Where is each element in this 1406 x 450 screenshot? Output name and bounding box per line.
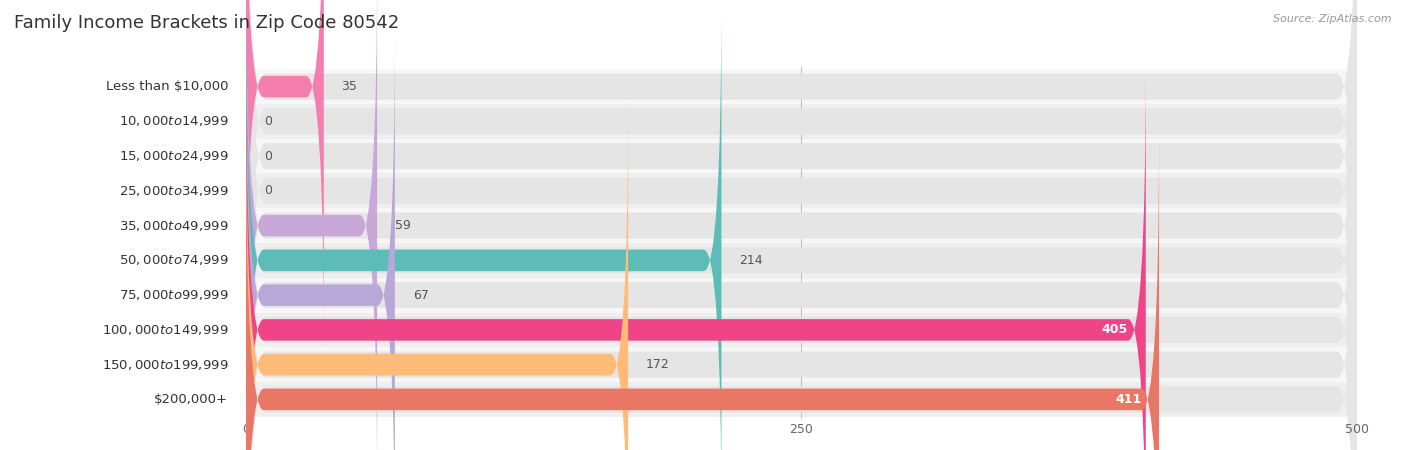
FancyBboxPatch shape	[246, 0, 1357, 450]
Text: Source: ZipAtlas.com: Source: ZipAtlas.com	[1274, 14, 1392, 23]
Bar	[246, 312, 1357, 347]
Text: Family Income Brackets in Zip Code 80542: Family Income Brackets in Zip Code 80542	[14, 14, 399, 32]
Text: 67: 67	[413, 288, 429, 302]
Text: $75,000 to $99,999: $75,000 to $99,999	[118, 288, 228, 302]
Text: $25,000 to $34,999: $25,000 to $34,999	[118, 184, 228, 198]
Bar	[246, 104, 1357, 139]
FancyBboxPatch shape	[246, 0, 1357, 450]
FancyBboxPatch shape	[246, 0, 377, 450]
FancyBboxPatch shape	[246, 97, 628, 450]
Text: $50,000 to $74,999: $50,000 to $74,999	[118, 253, 228, 267]
FancyBboxPatch shape	[246, 65, 1357, 450]
Text: $200,000+: $200,000+	[155, 393, 228, 406]
FancyBboxPatch shape	[246, 0, 721, 450]
Text: $150,000 to $199,999: $150,000 to $199,999	[101, 358, 228, 372]
Bar	[246, 347, 1357, 382]
Bar	[246, 69, 1357, 104]
Text: $15,000 to $24,999: $15,000 to $24,999	[118, 149, 228, 163]
Text: 214: 214	[740, 254, 763, 267]
Bar	[246, 139, 1357, 174]
FancyBboxPatch shape	[246, 63, 1146, 450]
Bar	[246, 208, 1357, 243]
Text: 35: 35	[342, 80, 357, 93]
FancyBboxPatch shape	[246, 132, 1159, 450]
Text: 172: 172	[645, 358, 669, 371]
Text: $10,000 to $14,999: $10,000 to $14,999	[118, 114, 228, 128]
FancyBboxPatch shape	[246, 0, 323, 354]
FancyBboxPatch shape	[246, 28, 395, 450]
Bar	[246, 382, 1357, 417]
Bar	[246, 243, 1357, 278]
Bar	[246, 174, 1357, 208]
FancyBboxPatch shape	[246, 0, 1357, 421]
FancyBboxPatch shape	[246, 0, 1357, 387]
FancyBboxPatch shape	[246, 0, 1357, 450]
Text: 405: 405	[1102, 324, 1128, 337]
FancyBboxPatch shape	[246, 99, 1357, 450]
FancyBboxPatch shape	[246, 0, 1357, 450]
FancyBboxPatch shape	[246, 30, 1357, 450]
Text: Less than $10,000: Less than $10,000	[105, 80, 228, 93]
Text: 59: 59	[395, 219, 411, 232]
Text: $35,000 to $49,999: $35,000 to $49,999	[118, 219, 228, 233]
Text: 0: 0	[264, 115, 271, 128]
FancyBboxPatch shape	[246, 0, 1357, 450]
Text: 0: 0	[264, 149, 271, 162]
Bar	[246, 278, 1357, 312]
Text: 411: 411	[1115, 393, 1142, 406]
Text: $100,000 to $149,999: $100,000 to $149,999	[101, 323, 228, 337]
Text: 0: 0	[264, 184, 271, 198]
